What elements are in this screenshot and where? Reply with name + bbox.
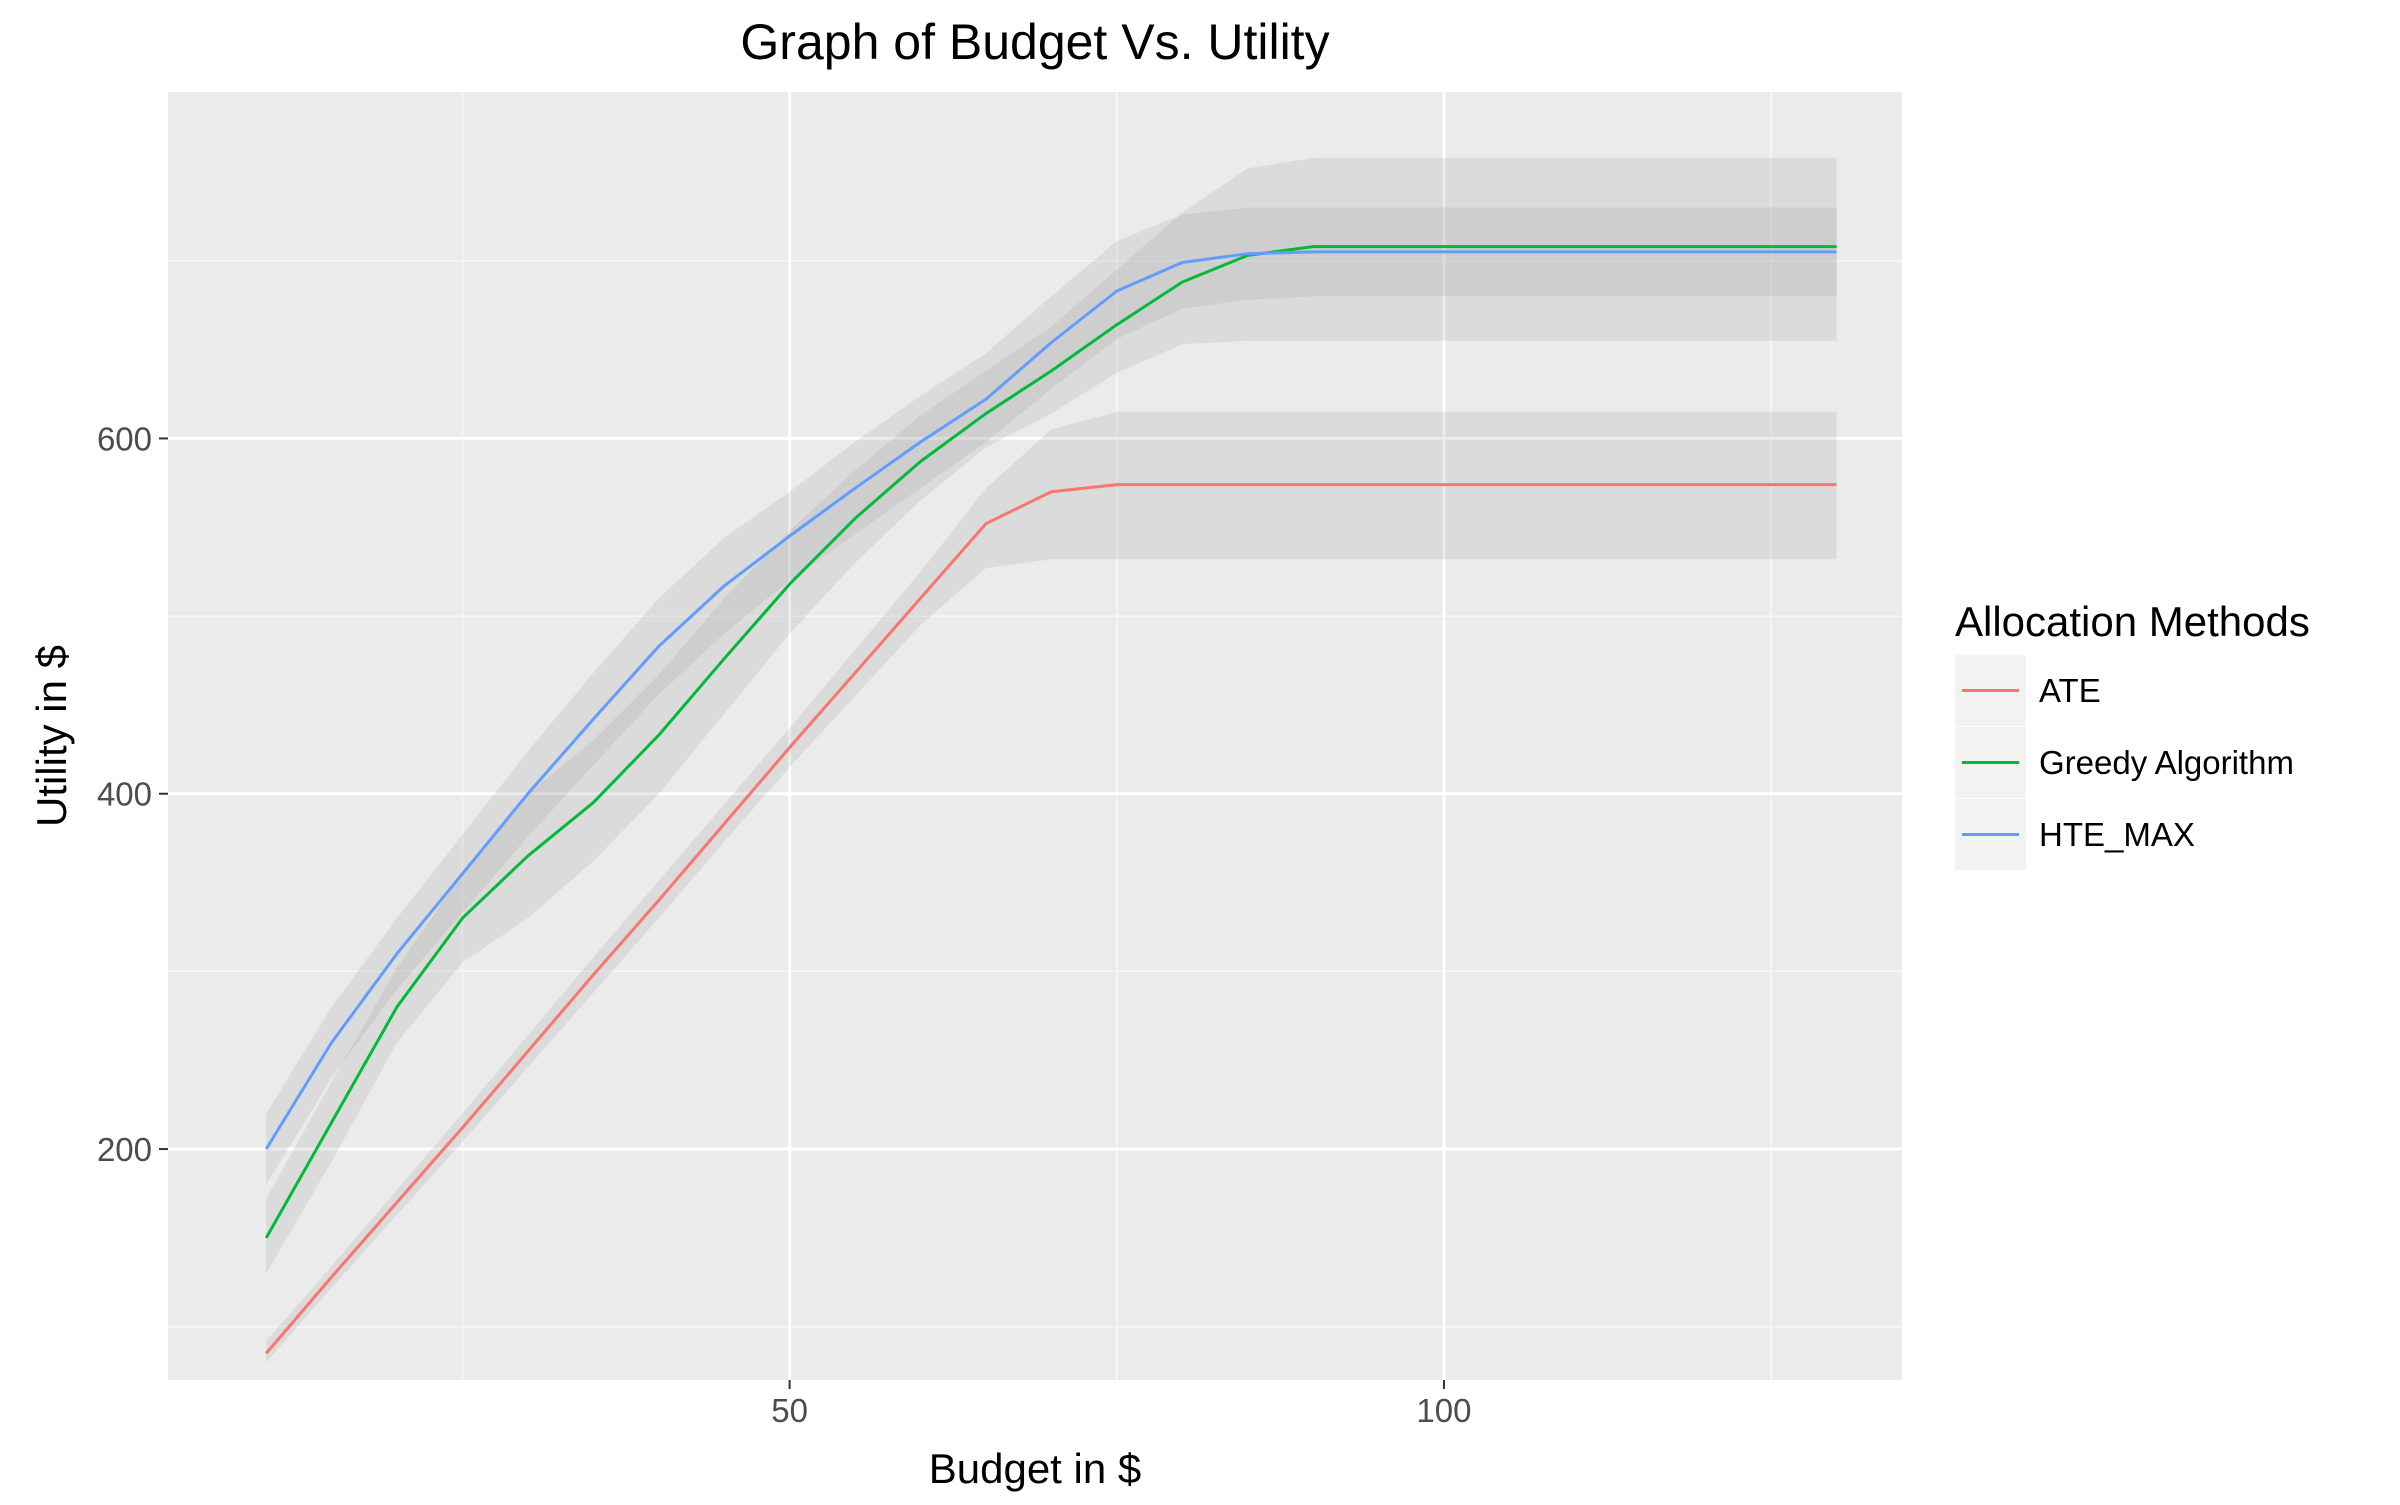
x-axis-label: Budget in $ [929,1445,1142,1492]
major-gridlines [168,92,1902,1380]
legend-label: HTE_MAX [2039,816,2195,853]
y-tick-label: 200 [97,1131,152,1168]
y-tick-label: 400 [97,776,152,813]
x-axis-ticks: 50 100 [771,1380,1471,1429]
series-line [264,250,1837,1150]
series-line [265,483,1837,1355]
series-lines [264,245,1837,1355]
legend-label: Greedy Algorithm [2039,744,2294,781]
confidence-band [266,157,1837,1274]
confidence-bands [266,157,1837,1363]
x-tick-label: 100 [1416,1392,1471,1429]
y-tick-label: 600 [97,420,152,457]
legend-label: ATE [2039,672,2101,709]
chart-title: Graph of Budget Vs. Utility [740,14,1329,70]
confidence-band [266,207,1837,1185]
legend: Allocation Methods ATE Greedy Algorithm HT… [1955,598,2310,870]
y-axis-ticks: 200 400 600 [97,420,168,1168]
minor-gridlines [168,92,1902,1380]
y-axis-label: Utility in $ [28,645,75,827]
confidence-band [266,411,1837,1363]
plot-panel [168,92,1902,1380]
legend-title: Allocation Methods [1955,598,2310,645]
x-tick-label: 50 [771,1392,808,1429]
series-line [264,245,1837,1239]
